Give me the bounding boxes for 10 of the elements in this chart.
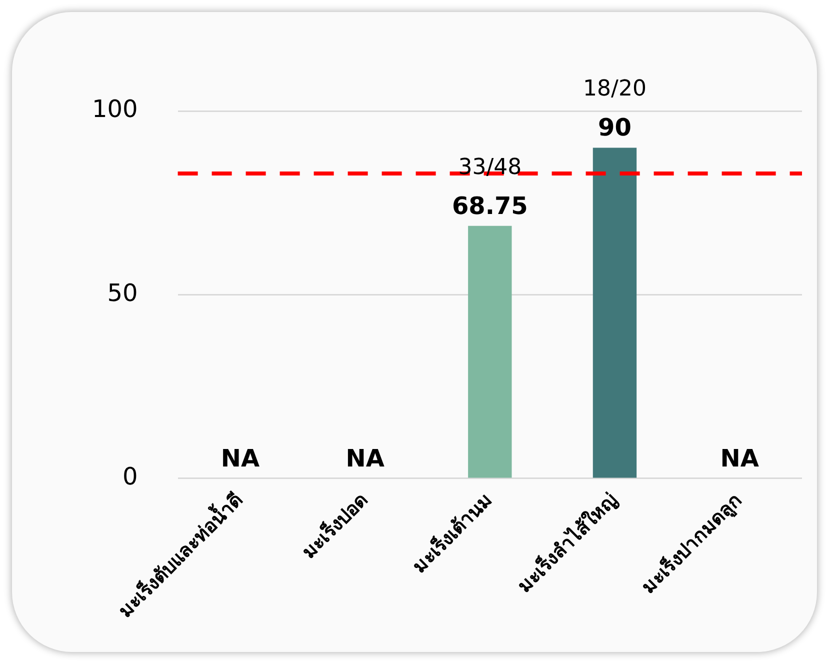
text: NA [720, 444, 759, 472]
text: NA [220, 444, 260, 472]
y-tick-label: 50 [107, 278, 138, 307]
y-tick-label: 0 [122, 462, 138, 491]
data-label: 68.75 [452, 192, 528, 220]
data-label: 90 [598, 114, 632, 142]
y-tick-label: 100 [92, 95, 138, 124]
annotation: 18/20 [583, 76, 646, 102]
text: NA [346, 444, 384, 472]
annotation: 33/48 [458, 154, 522, 180]
